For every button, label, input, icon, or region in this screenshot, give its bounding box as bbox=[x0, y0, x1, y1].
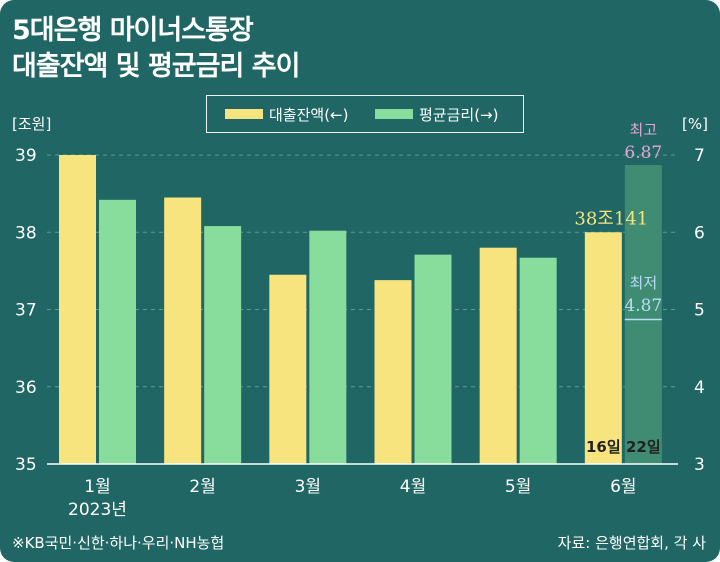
x-tick-label: 1월 bbox=[84, 477, 110, 497]
bar-balance bbox=[584, 232, 622, 464]
source-note-banks: ※KB국민·신한·하나·우리·NH농협 bbox=[12, 534, 225, 552]
balance-value-label: 38조141 bbox=[574, 208, 648, 229]
left-tick-label: 36 bbox=[15, 378, 37, 398]
legend-label-balance: 대출잔액(←) bbox=[269, 106, 349, 124]
bar-balance bbox=[374, 280, 412, 464]
max-rate-label: 최고 bbox=[630, 121, 658, 139]
bar-balance bbox=[164, 197, 202, 465]
left-tick-label: 38 bbox=[15, 223, 37, 243]
bar-rate bbox=[414, 254, 452, 464]
chart-title-line1: 5대은행 마이너스통장 bbox=[12, 15, 254, 46]
x-tick-label: 5월 bbox=[505, 477, 531, 497]
right-tick-label: 4 bbox=[694, 378, 705, 398]
chart-title-line2: 대출잔액 및 평균금리 추이 bbox=[12, 51, 300, 82]
bar-rate bbox=[99, 199, 136, 464]
right-tick-label: 7 bbox=[694, 146, 705, 166]
x-tick-label: 3월 bbox=[295, 477, 321, 497]
bar-rate bbox=[519, 257, 557, 464]
rate-date-label: 22일 bbox=[626, 438, 661, 456]
legend-label-rate: 평균금리(→) bbox=[419, 106, 499, 124]
bar-balance bbox=[269, 274, 307, 464]
max-rate-value: 6.87 bbox=[624, 143, 662, 163]
right-tick-label: 5 bbox=[694, 301, 705, 321]
right-axis-unit: [%] bbox=[682, 115, 708, 133]
right-tick-label: 3 bbox=[694, 455, 705, 475]
balance-date-label: 16일 bbox=[586, 438, 621, 456]
left-tick-label: 37 bbox=[15, 301, 37, 321]
chart-legend: 대출잔액(←) 평균금리(→) bbox=[206, 95, 524, 133]
legend-swatch-balance bbox=[225, 109, 263, 119]
right-tick-label: 6 bbox=[694, 223, 705, 243]
source-note-origin: 자료: 은행연합회, 각 사 bbox=[557, 534, 706, 552]
bar-rate bbox=[204, 226, 242, 464]
left-axis-unit: [조원] bbox=[12, 115, 51, 133]
left-tick-label: 39 bbox=[15, 146, 37, 166]
min-rate-label: 최저 bbox=[630, 274, 658, 292]
legend-swatch-rate bbox=[375, 109, 413, 119]
x-tick-label: 2월 bbox=[189, 477, 215, 497]
x-year-label: 2023년 bbox=[68, 500, 127, 520]
bar-rate bbox=[624, 165, 662, 465]
left-tick-label: 35 bbox=[15, 455, 37, 475]
min-rate-value: 4.87 bbox=[624, 296, 662, 316]
x-tick-label: 4월 bbox=[400, 477, 426, 497]
bar-balance bbox=[59, 155, 96, 464]
x-tick-label: 6월 bbox=[610, 477, 636, 497]
bar-rate bbox=[309, 230, 347, 464]
bar-balance bbox=[479, 247, 517, 464]
